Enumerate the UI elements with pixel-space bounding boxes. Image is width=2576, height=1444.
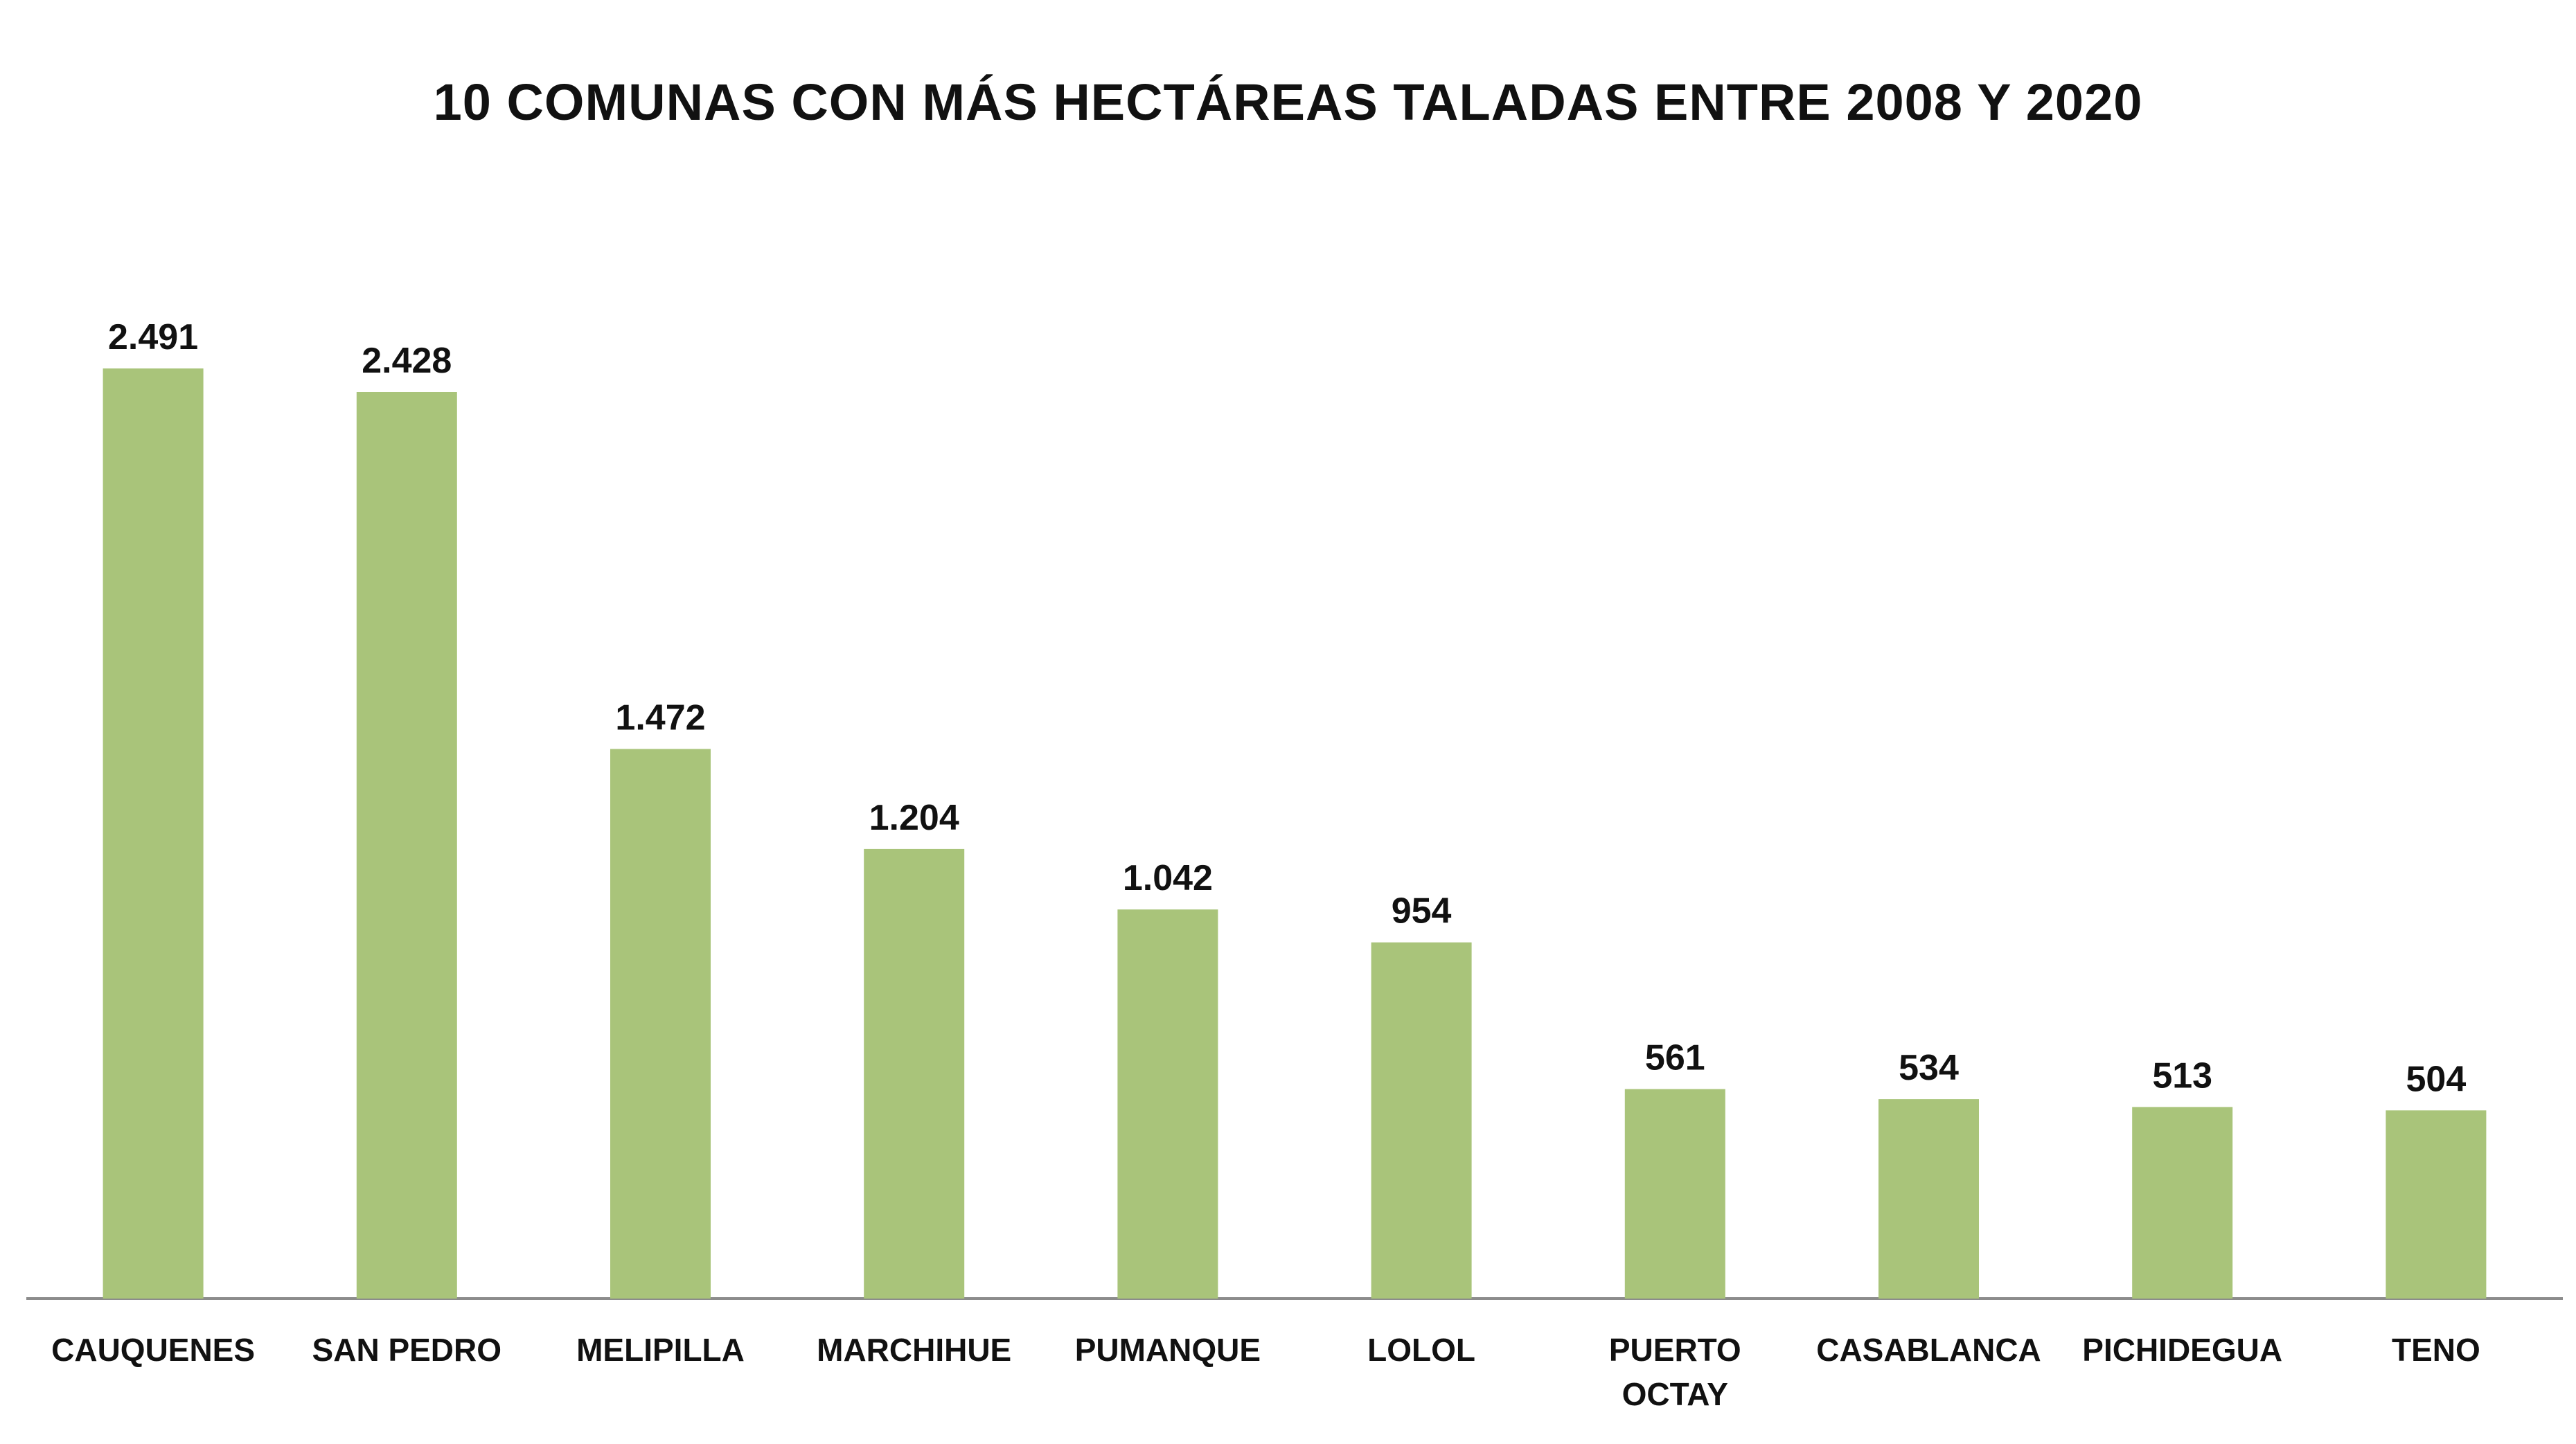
bar-pichidegua: [2132, 1107, 2233, 1299]
data-label: 1.204: [869, 798, 959, 838]
data-label: 513: [2152, 1055, 2212, 1096]
x-tick-label: PUMANQUE: [1075, 1332, 1261, 1368]
x-tick-label: SAN PEDRO: [312, 1332, 501, 1368]
x-tick-label: TENO: [2392, 1332, 2480, 1368]
bar-lolol: [1371, 942, 1472, 1299]
x-tick-label: MARCHIHUE: [817, 1332, 1011, 1368]
bar-teno: [2386, 1110, 2487, 1299]
data-label: 534: [1899, 1048, 1959, 1088]
bar-casablanca: [1878, 1099, 1979, 1299]
bar-san-pedro: [356, 392, 457, 1299]
bar-puerto-octay: [1624, 1089, 1725, 1299]
x-tick-label: CAUQUENES: [51, 1332, 255, 1368]
bar-pumanque: [1117, 909, 1218, 1299]
bar-melipilla: [610, 749, 711, 1299]
data-label: 954: [1392, 891, 1452, 932]
x-tick-label: PUERTO OCTAY: [1609, 1332, 1741, 1412]
x-tick-label: PICHIDEGUA: [2082, 1332, 2282, 1368]
data-label: 1.472: [615, 697, 705, 738]
data-label: 2.491: [108, 317, 198, 357]
x-tick-label: LOLOL: [1367, 1332, 1475, 1368]
data-label: 561: [1645, 1038, 1705, 1078]
bar-cauquenes: [103, 368, 204, 1299]
x-tick-label: CASABLANCA: [1816, 1332, 2041, 1368]
data-label: 1.042: [1123, 858, 1213, 898]
bar-marchihue: [864, 848, 965, 1299]
data-label: 2.428: [362, 341, 452, 381]
data-label: 504: [2406, 1059, 2467, 1099]
chart-title: 10 COMUNAS CON MÁS HECTÁREAS TALADAS ENT…: [433, 73, 2143, 131]
x-tick-label: MELIPILLA: [576, 1332, 745, 1368]
